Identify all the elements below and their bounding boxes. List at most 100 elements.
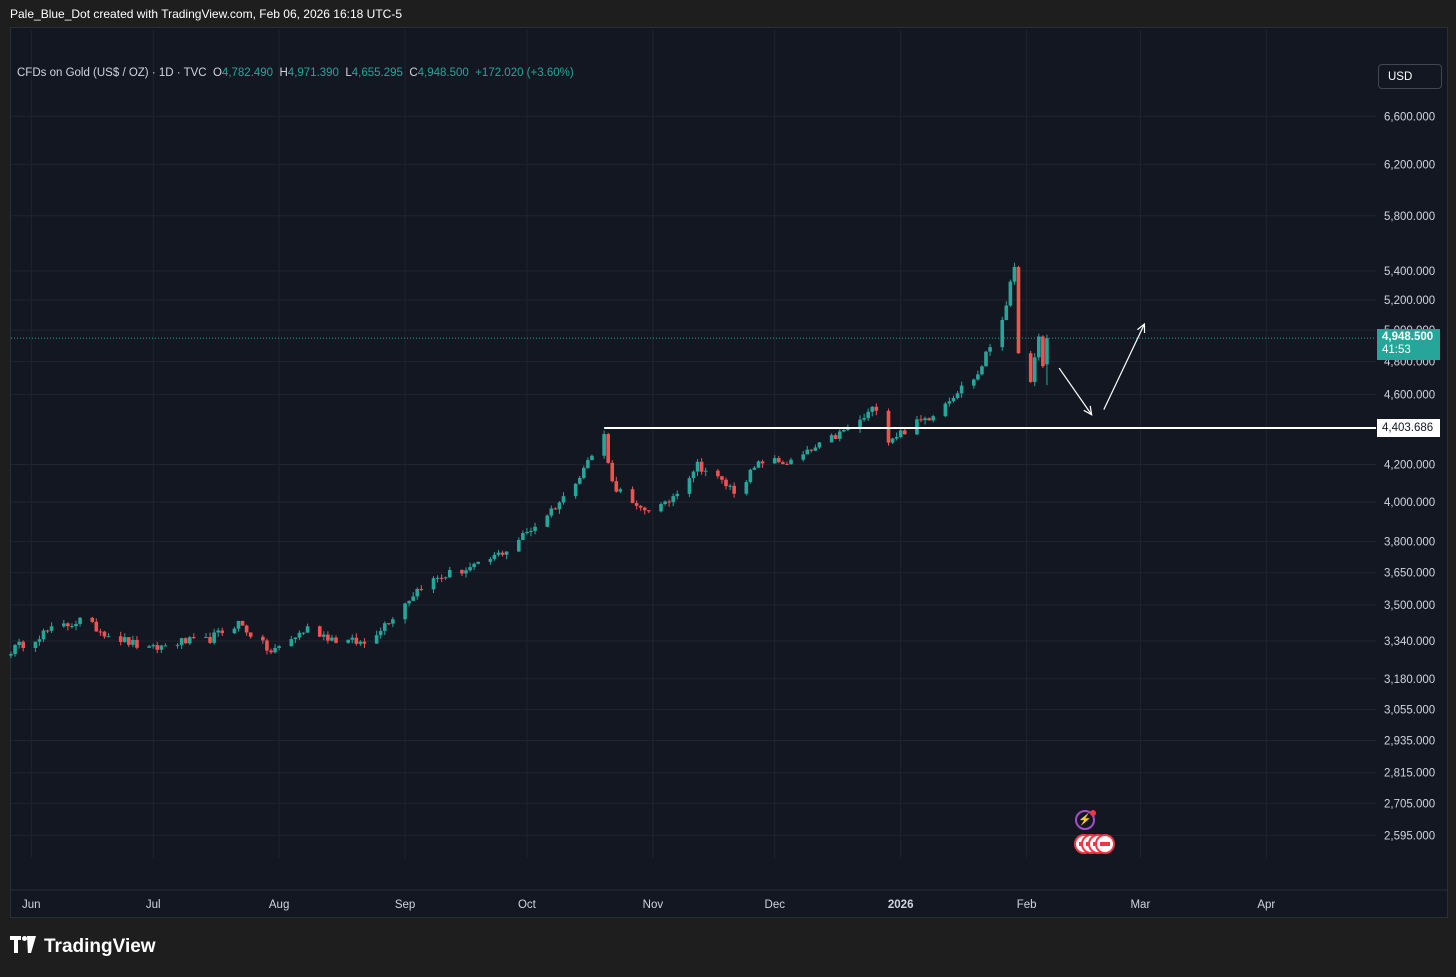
candle-body (874, 406, 879, 411)
price-tick-label: 4,000.000 (1384, 497, 1435, 509)
lightning-icon[interactable]: ⚡ (1075, 810, 1095, 830)
candle-body (220, 630, 225, 634)
candle-body (74, 624, 78, 627)
candle-body (98, 631, 103, 633)
time-tick-label: 2026 (888, 899, 914, 911)
candle-body (317, 626, 322, 637)
candle-body (756, 461, 761, 468)
candle-body (837, 431, 842, 439)
candle-body (374, 635, 379, 644)
candle-body (468, 567, 472, 571)
candle-body (131, 639, 135, 645)
price-tick-label: 3,055.000 (1384, 705, 1435, 717)
symbol-name: CFDs on Gold (US$ / OZ) · 1D · TVC (17, 67, 207, 79)
candle-body (1000, 319, 1005, 348)
candle-body (785, 463, 789, 465)
candle-body (1012, 266, 1017, 282)
candle-body (151, 645, 155, 647)
candle-body (435, 577, 440, 579)
us-flag-icon[interactable] (1095, 834, 1115, 854)
candle-body (464, 570, 468, 574)
candle-body (744, 482, 749, 494)
candle-body (642, 507, 647, 511)
candle-body (387, 623, 391, 625)
open-value: 4,782.490 (221, 67, 274, 79)
arrow-annotation[interactable] (1103, 322, 1146, 410)
candle-body (382, 623, 387, 631)
candle-body (460, 570, 464, 574)
candle-body (204, 636, 208, 638)
last-price-tag: 4,948.500 41:53 (1377, 329, 1440, 361)
level-price-tag: 4,403.686 (1377, 418, 1440, 437)
tradingview-logo[interactable]: TradingView (10, 936, 156, 958)
price-tick-label: 3,340.000 (1384, 636, 1435, 648)
time-tick-label: Dec (765, 899, 786, 911)
candle-body (703, 470, 708, 472)
candle-body (561, 496, 566, 503)
candle-body (630, 489, 635, 504)
candle-body (240, 620, 245, 626)
time-tick-label: Feb (1017, 899, 1037, 911)
high-label: H (279, 67, 288, 79)
candle-body (1008, 281, 1013, 306)
candle-body (330, 637, 334, 641)
candle-body (517, 539, 521, 552)
candle-body (277, 646, 281, 648)
candle-body (829, 435, 834, 443)
candle-body (695, 461, 700, 472)
candle-body (943, 403, 948, 417)
candle-body (610, 462, 615, 482)
candles (9, 262, 1049, 659)
candle-body (801, 454, 805, 460)
candle-body (334, 637, 338, 643)
last-price-value: 4,948.500 (1382, 331, 1434, 344)
footer (0, 918, 1456, 977)
candle-body (301, 632, 306, 634)
candle-body (496, 552, 501, 555)
arrow-annotation[interactable] (1058, 367, 1093, 416)
time-tick-label: Nov (643, 899, 664, 911)
candle-body (902, 430, 907, 435)
candle-body (1032, 357, 1037, 382)
candle-body (988, 347, 992, 352)
candle-body (476, 561, 480, 564)
candle-body (407, 600, 411, 604)
price-tick-label: 5,400.000 (1384, 266, 1435, 278)
candle-body (842, 429, 846, 432)
candle-body (716, 470, 720, 477)
candle-body (403, 603, 407, 620)
price-axis[interactable]: 6,600.000 6,200.000 5,800.000 5,400.000 5,20… (1384, 111, 1435, 842)
candle-body (21, 641, 25, 649)
candle-body (602, 434, 606, 456)
candle-body (634, 503, 639, 506)
candle-body (419, 588, 424, 590)
candle-body (159, 645, 164, 650)
time-axis[interactable]: Jun Jul Aug Sep Oct Nov Dec 2026 Feb Mar Apr (22, 899, 1275, 911)
candle-body (273, 647, 277, 653)
candle-body (959, 385, 964, 394)
candle-body (809, 449, 814, 451)
candle-body (955, 393, 960, 398)
candle-body (521, 533, 525, 540)
candle-body (833, 435, 838, 439)
candle-body (431, 578, 436, 590)
low-label: L (345, 67, 352, 79)
candle-body (70, 626, 74, 628)
candle-body (90, 617, 95, 622)
candle-body (980, 366, 984, 375)
candle-body (354, 637, 359, 644)
candle-body (777, 458, 781, 463)
price-tick-label: 2,815.000 (1384, 768, 1435, 780)
candle-body (443, 577, 448, 579)
high-value: 4,971.390 (287, 67, 339, 79)
candle-body (545, 515, 550, 527)
candle-body (691, 471, 696, 479)
candle-body (687, 478, 692, 494)
price-tick-label: 5,800.000 (1384, 211, 1435, 223)
chart-frame[interactable] (10, 27, 1448, 918)
candle-body (102, 631, 107, 637)
candle-body (1037, 336, 1041, 358)
candle-body (984, 351, 988, 367)
currency-button[interactable]: USD (1378, 64, 1442, 89)
